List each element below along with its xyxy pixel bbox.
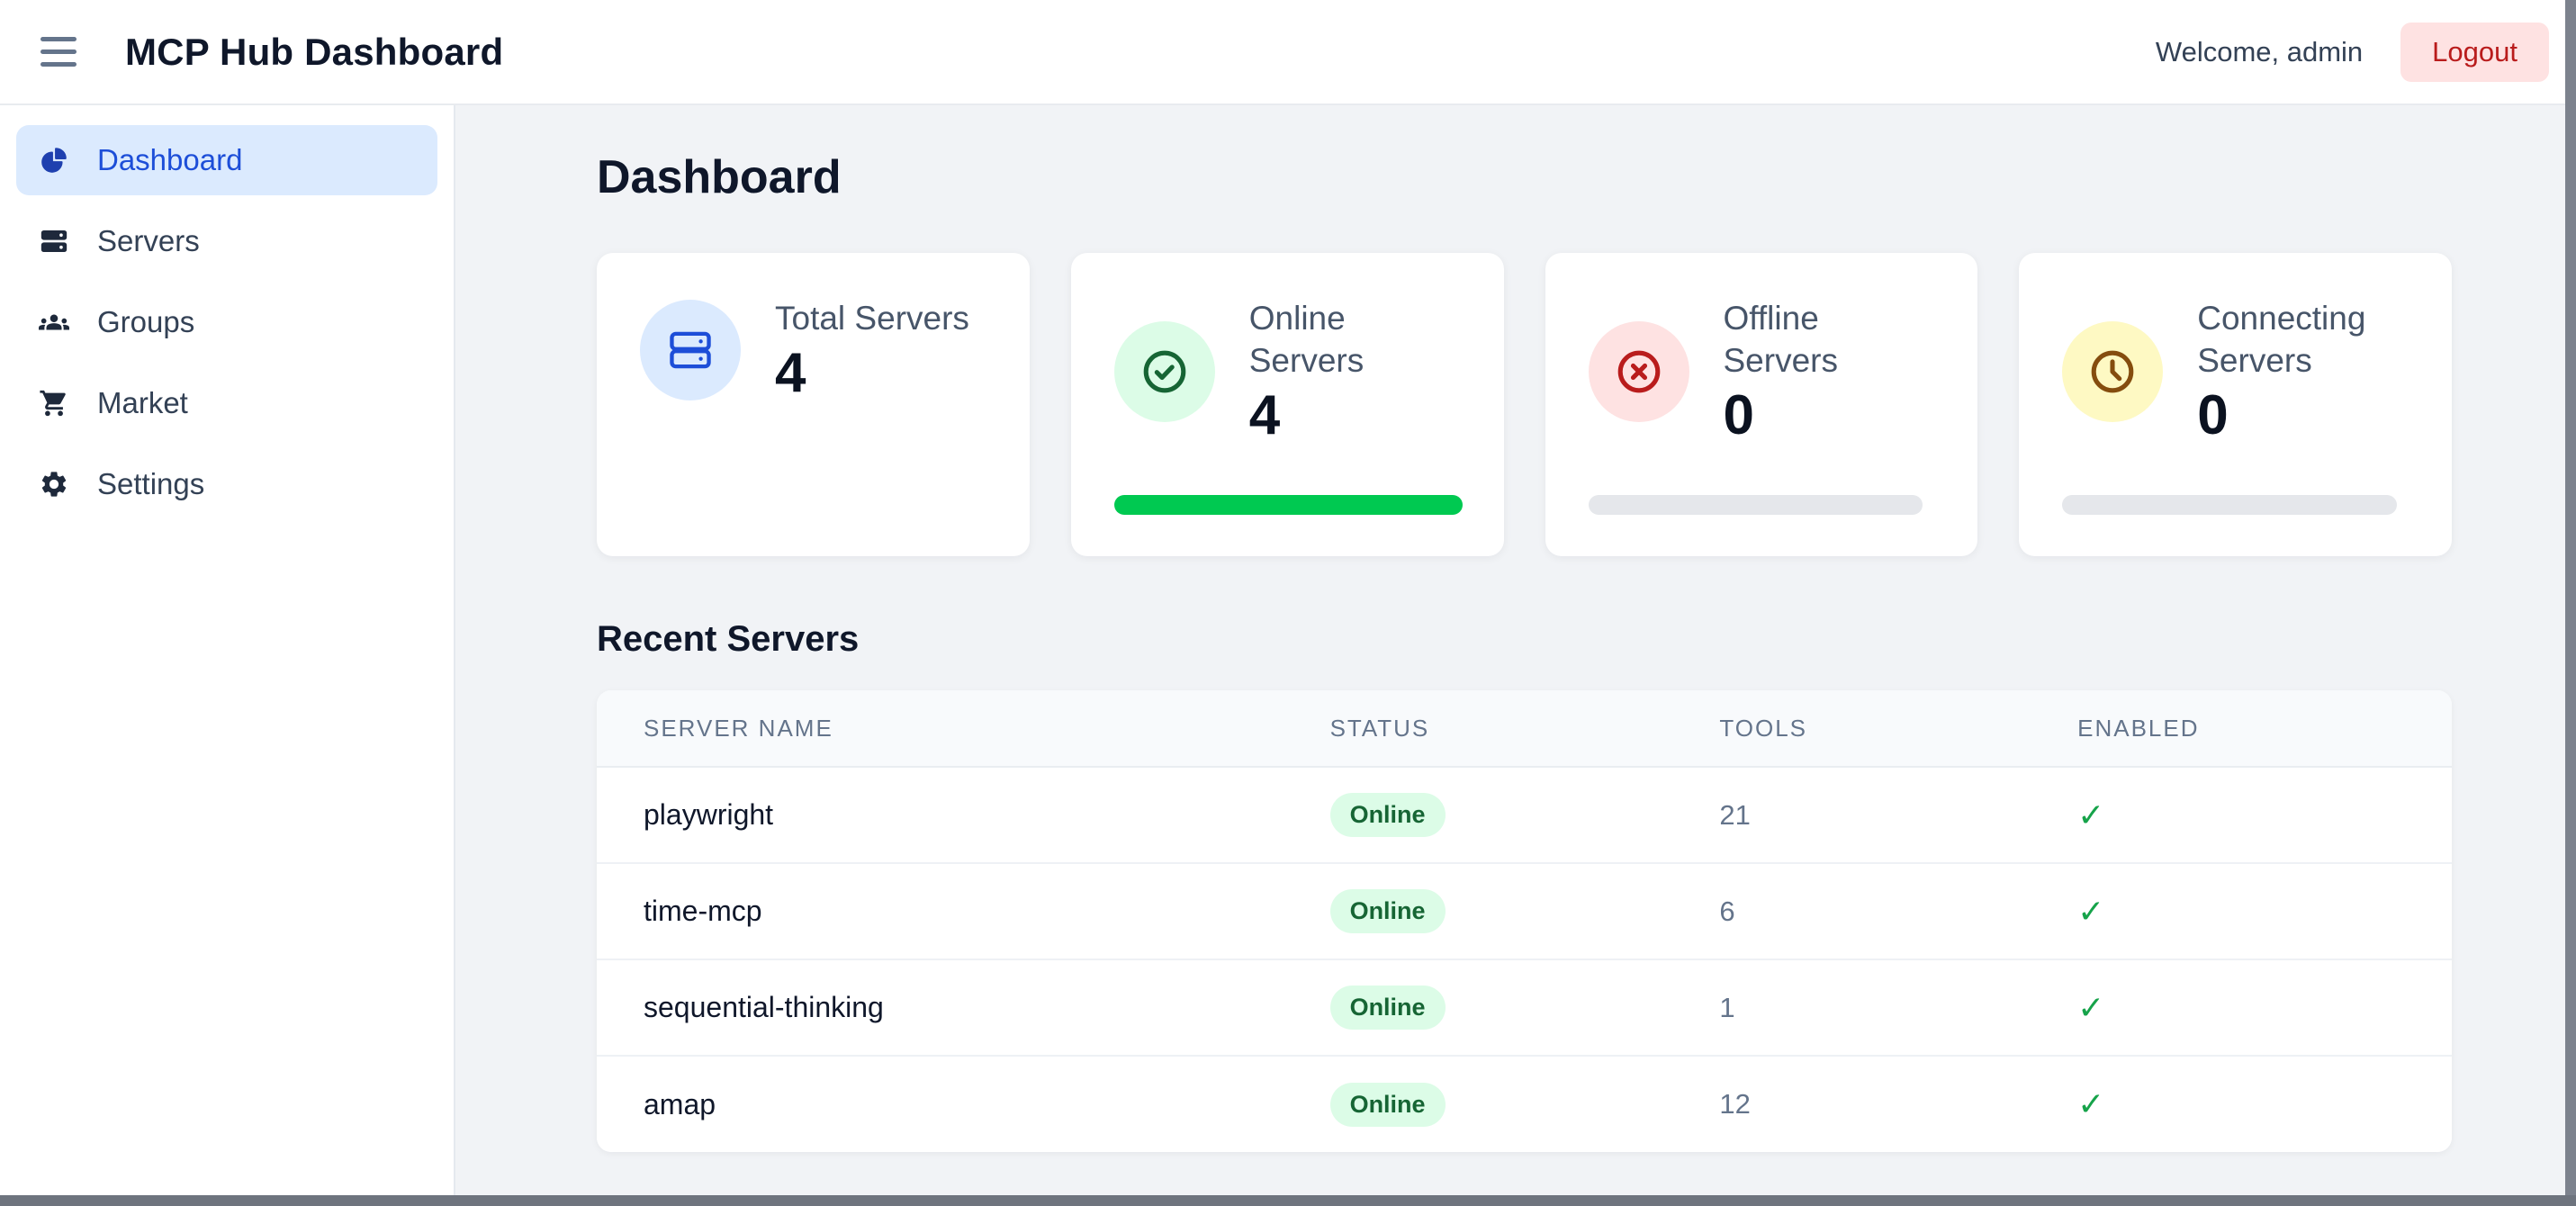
stat-card-online-servers: Online Servers 4 — [1070, 253, 1504, 556]
check-circle-icon — [1113, 320, 1215, 422]
stat-card-value: 4 — [1248, 383, 1281, 446]
table-row[interactable]: sequential-thinking Online 1 ✓ — [597, 958, 2452, 1056]
table-row[interactable]: playwright Online 21 ✓ — [597, 767, 2452, 863]
sidebar-item-label: Settings — [97, 467, 205, 500]
stat-card-value: 0 — [1723, 383, 1754, 446]
server-icon — [640, 300, 741, 401]
enabled-check-icon: ✓ — [2031, 862, 2452, 959]
vertical-scrollbar[interactable] — [2565, 0, 2576, 1206]
stat-card-offline-servers: Offline Servers 0 — [1545, 253, 1978, 556]
status-badge: Online — [1329, 793, 1446, 837]
offline-progress-bar — [1588, 495, 1923, 515]
status-badge: Online — [1329, 1082, 1446, 1127]
app-header: MCP Hub Dashboard Welcome, admin Logout — [0, 0, 2576, 105]
column-header-tools: TOOLS — [1672, 690, 2031, 768]
stat-cards: Total Servers 4 Online Servers — [597, 253, 2452, 556]
users-icon — [39, 307, 69, 338]
server-name: time-mcp — [597, 862, 1283, 959]
logout-button[interactable]: Logout — [2400, 22, 2549, 82]
stat-card-label: Offline Servers — [1723, 300, 1838, 379]
recent-servers-title: Recent Servers — [597, 619, 860, 659]
stat-card-value: 0 — [2197, 383, 2229, 446]
tools-count: 12 — [1672, 1055, 2031, 1152]
table-row[interactable]: amap Online 12 ✓ — [597, 1055, 2452, 1152]
main-content: Dashboard Total Servers 4 — [455, 105, 2576, 1206]
pie-chart-icon — [39, 145, 69, 176]
sidebar-item-dashboard[interactable]: Dashboard — [16, 125, 437, 195]
stat-card-label: Connecting Servers — [2197, 300, 2366, 379]
status-badge: Online — [1329, 889, 1446, 933]
menu-icon[interactable] — [41, 37, 77, 67]
enabled-check-icon: ✓ — [2031, 1055, 2452, 1152]
shopping-cart-icon — [39, 388, 69, 418]
online-progress-bar — [1113, 495, 1463, 515]
connecting-progress-bar — [2062, 495, 2397, 515]
sidebar-item-label: Servers — [97, 224, 200, 257]
server-stack-icon — [39, 226, 69, 256]
app-title: MCP Hub Dashboard — [125, 30, 504, 73]
column-header-status: STATUS — [1283, 690, 1673, 768]
welcome-text: Welcome, admin — [2155, 35, 2364, 68]
sidebar-item-label: Market — [97, 386, 188, 419]
x-circle-icon — [1588, 320, 1689, 422]
sidebar-item-label: Dashboard — [97, 143, 243, 176]
page-title: Dashboard — [597, 151, 842, 203]
table-row[interactable]: time-mcp Online 6 ✓ — [597, 862, 2452, 959]
clock-icon — [2062, 320, 2164, 422]
recent-servers-table: SERVER NAME STATUS TOOLS ENABLED playwri… — [597, 690, 2452, 1152]
stat-card-label: Total Servers — [775, 300, 969, 337]
column-header-server-name: SERVER NAME — [597, 690, 1283, 768]
tools-count: 1 — [1672, 958, 2031, 1056]
sidebar-item-groups[interactable]: Groups — [16, 287, 437, 357]
table-header-row: SERVER NAME STATUS TOOLS ENABLED — [597, 690, 2452, 768]
gear-icon — [39, 469, 69, 500]
tools-count: 6 — [1672, 862, 2031, 959]
server-name: playwright — [597, 767, 1283, 863]
enabled-check-icon: ✓ — [2031, 958, 2452, 1056]
enabled-check-icon: ✓ — [2031, 767, 2452, 863]
stat-card-value: 4 — [775, 341, 806, 404]
stat-card-connecting-servers: Connecting Servers 0 — [2019, 253, 2452, 556]
column-header-enabled: ENABLED — [2031, 690, 2452, 768]
stat-card-total-servers: Total Servers 4 — [597, 253, 1030, 556]
server-name: sequential-thinking — [597, 958, 1283, 1056]
sidebar-item-market[interactable]: Market — [16, 368, 437, 438]
tools-count: 21 — [1672, 767, 2031, 863]
sidebar-item-label: Groups — [97, 305, 195, 338]
server-name: amap — [597, 1055, 1283, 1152]
sidebar: Dashboard Servers Groups — [0, 105, 455, 1206]
status-badge: Online — [1329, 986, 1446, 1030]
sidebar-item-servers[interactable]: Servers — [16, 206, 437, 276]
sidebar-item-settings[interactable]: Settings — [16, 449, 437, 519]
horizontal-scrollbar[interactable] — [0, 1195, 2576, 1206]
stat-card-label: Online Servers — [1248, 300, 1365, 379]
